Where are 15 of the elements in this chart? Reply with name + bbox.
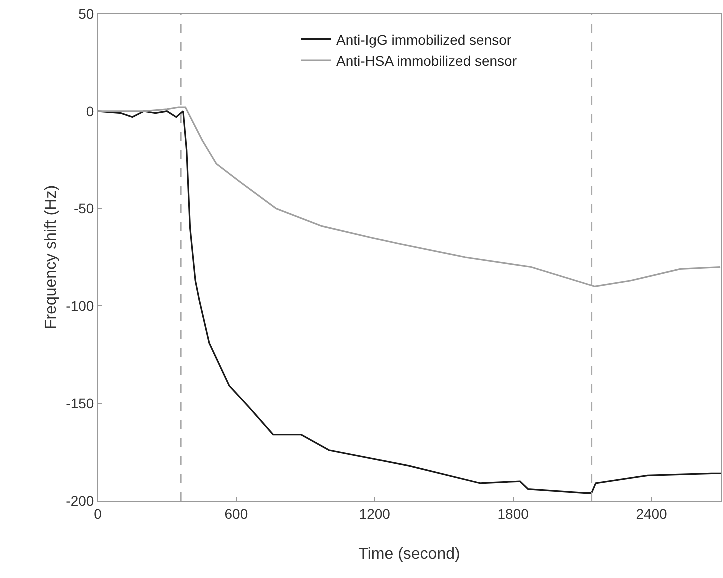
x-tick-label: 2400 [636,506,668,522]
x-tick-label: 600 [224,506,248,522]
y-tick-label: -100 [66,298,94,314]
x-axis-title: Time (second) [358,546,460,563]
y-tick-label: 0 [86,103,94,120]
y-tick-label: -50 [74,200,94,217]
x-tick-label: 1200 [359,506,391,522]
y-axis-title: Frequency shift (Hz) [43,185,60,330]
y-tick-label: -150 [66,396,94,412]
y-tick-label: -200 [66,492,94,509]
legend-label: Anti-IgG immobilized sensor [336,32,512,48]
legend-label: Anti-HSA immobilized sensor [336,53,518,69]
line-series [98,110,721,494]
y-tick-label: 50 [78,6,94,22]
x-tick-label: 1800 [498,506,530,522]
